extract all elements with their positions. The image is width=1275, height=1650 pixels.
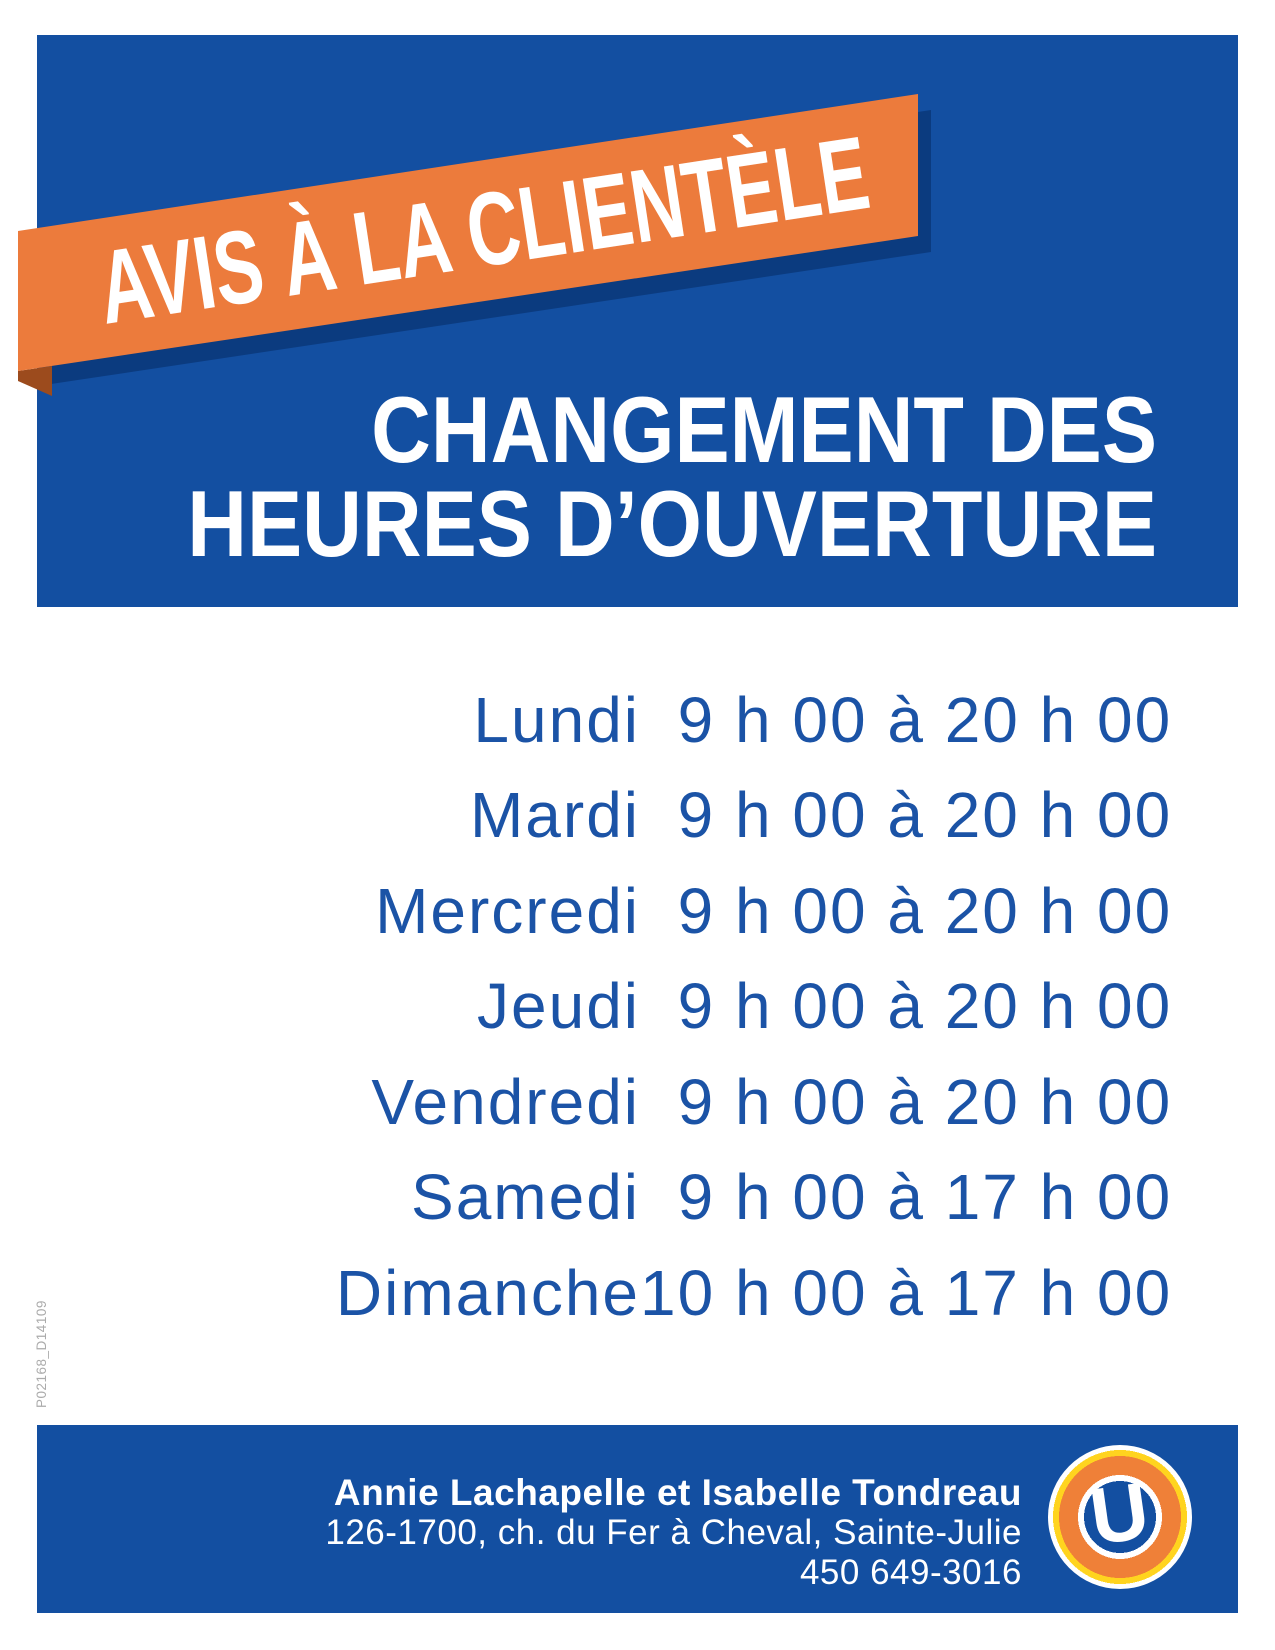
footer-info: Annie Lachapelle et Isabelle Tondreau 12…	[325, 1473, 1022, 1593]
footer-bar	[37, 1425, 1238, 1613]
ribbon-fold	[18, 366, 52, 396]
poster-title: CHANGEMENT DES HEURES D’OUVERTURE	[187, 383, 1157, 571]
ribbon-shape	[18, 94, 918, 371]
schedule-hours: 10 h 00 à 17 h 00	[640, 1256, 1173, 1329]
phone-line: 450 649-3016	[799, 1553, 1022, 1592]
schedule-day: Lundi	[473, 683, 640, 756]
schedule-day: Mardi	[469, 779, 640, 852]
schedule-hours: 9 h 00 à 17 h 00	[677, 1161, 1173, 1234]
schedule-table: Lundi 9 h 00 à 20 h 00 Mardi 9 h 00 à 20…	[240, 672, 1170, 1341]
schedule-day: Vendredi	[371, 1065, 640, 1138]
schedule-hours: 9 h 00 à 20 h 00	[677, 683, 1173, 756]
title-line-1: CHANGEMENT DES	[371, 377, 1157, 482]
schedule-hours: 9 h 00 à 20 h 00	[677, 874, 1173, 947]
schedule-hours: 9 h 00 à 20 h 00	[677, 1065, 1173, 1138]
logo-letter: U	[1084, 1465, 1155, 1562]
schedule-day: Mercredi	[375, 874, 640, 947]
title-line-2: HEURES D’OUVERTURE	[187, 471, 1157, 576]
schedule-day: Samedi	[411, 1161, 640, 1234]
ribbon-graphic	[18, 94, 931, 396]
schedule-hours: 9 h 00 à 20 h 00	[677, 779, 1173, 852]
owners-line: Annie Lachapelle et Isabelle Tondreau	[333, 1472, 1022, 1513]
print-code: P02168_D14109	[34, 1300, 49, 1408]
schedule-day: Jeudi	[477, 970, 640, 1043]
address-line: 126-1700, ch. du Fer à Cheval, Sainte-Ju…	[325, 1513, 1022, 1552]
schedule-hours: 9 h 00 à 20 h 00	[677, 970, 1173, 1043]
uniprix-logo: U	[1048, 1445, 1192, 1589]
schedule-day: Dimanche	[335, 1256, 640, 1329]
